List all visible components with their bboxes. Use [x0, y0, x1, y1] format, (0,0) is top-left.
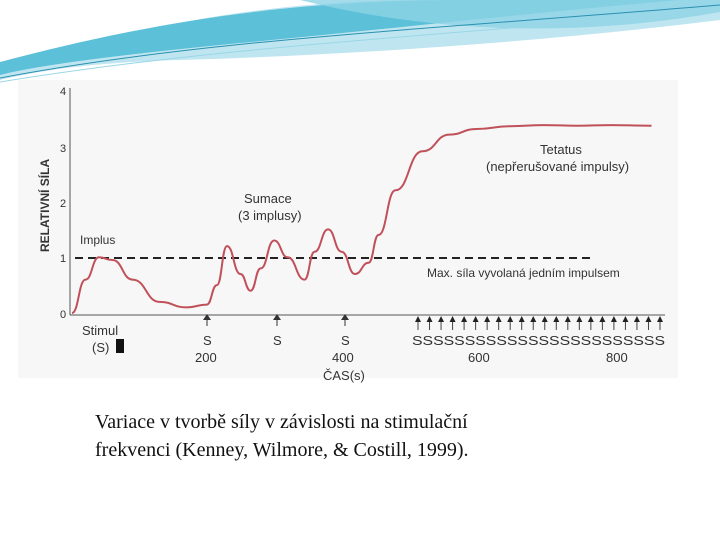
tetanus-arrow: [461, 316, 468, 330]
force-curve: [71, 124, 652, 314]
y-tick-3: 3: [60, 143, 66, 155]
annotation-impulse: Implus: [80, 233, 115, 247]
tetanus-arrow: [449, 316, 456, 330]
tetanus-arrow: [622, 316, 629, 330]
stimulus-arrow-3: [341, 314, 349, 326]
tetanus-arrow: [599, 316, 606, 330]
tetanus-arrow: [587, 316, 594, 330]
tetanus-arrow: [633, 316, 640, 330]
tetanus-arrow: [415, 316, 421, 330]
annotation-tetanus-sub: (nepřerušované impulsy): [486, 159, 629, 174]
y-axis-label: RELATIVNÍ SÍLA: [37, 159, 52, 252]
y-tick-4: 4: [60, 86, 66, 98]
stimulus-mark-1: S: [203, 333, 212, 348]
tetanus-arrow: [484, 316, 491, 330]
x-tick-200: 200: [195, 350, 217, 365]
stimulus-arrow-2: [273, 314, 281, 326]
caption: Variace v tvorbě síly v závislosti na st…: [95, 408, 655, 464]
stimulus-mark-2: S: [273, 333, 282, 348]
header-swoosh: [0, 0, 720, 83]
tetanus-arrow: [426, 316, 433, 330]
caption-line-2: frekvenci (Kenney, Wilmore, & Costill, 1…: [95, 439, 469, 461]
tetanus-arrow: [472, 316, 479, 330]
tetanus-arrow: [553, 316, 560, 330]
tetanus-arrow: [541, 316, 548, 330]
tetanus-arrow: [576, 316, 583, 330]
y-tick-0: 0: [60, 309, 66, 321]
tetanus-arrow: [530, 316, 537, 330]
stimulus-unit: (S): [92, 340, 109, 355]
tetanus-arrows: [415, 316, 663, 330]
tetanus-arrow: [564, 316, 571, 330]
tetanus-arrow: [657, 316, 663, 330]
stimulus-arrow-1: [203, 314, 211, 326]
x-tick-400: 400: [332, 350, 354, 365]
force-frequency-chart: RELATIVNÍ SÍLA 4 3 2 1 0 Implus Sumace (…: [37, 86, 665, 383]
stimulus-marker: [116, 339, 124, 353]
tetanus-arrow: [645, 316, 652, 330]
stimulus-label: Stimul: [82, 323, 118, 338]
annotation-tetanus-title: Tetatus: [540, 142, 582, 157]
stimulus-mark-3: S: [341, 333, 350, 348]
annotation-summation-sub: (3 implusy): [238, 208, 302, 223]
annotation-summation-title: Sumace: [244, 191, 292, 206]
tetanus-arrow: [495, 316, 502, 330]
tetanus-marks: SSSSSSSSSSSSSSSSSSSSSSSS: [412, 333, 665, 348]
y-tick-2: 2: [60, 198, 66, 210]
tetanus-arrow: [438, 316, 445, 330]
tetanus-arrow: [507, 316, 514, 330]
x-tick-600: 600: [468, 350, 490, 365]
x-axis-label: ČAS(s): [323, 368, 365, 383]
annotation-max-single: Max. síla vyvolaná jedním impulsem: [427, 266, 620, 280]
y-tick-1: 1: [60, 253, 66, 265]
tetanus-arrow: [610, 316, 617, 330]
caption-line-1: Variace v tvorbě síly v závislosti na st…: [95, 411, 468, 433]
x-tick-800: 800: [606, 350, 628, 365]
tetanus-arrow: [518, 316, 525, 330]
